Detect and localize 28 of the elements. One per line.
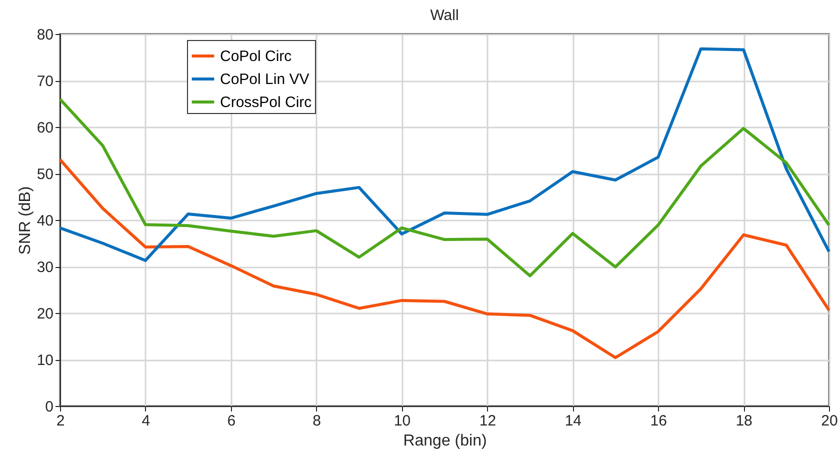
line-series <box>58 98 830 278</box>
y-tick-label: 70 <box>36 73 54 90</box>
x-axis-title: Range (bin) <box>403 432 487 450</box>
x-tick-label: 18 <box>736 412 752 430</box>
line-series <box>58 158 830 360</box>
y-tick-label: 20 <box>36 306 54 322</box>
y-tick-label: 60 <box>36 120 54 136</box>
y-tick-label: 80 <box>36 26 54 44</box>
x-tick-label: 14 <box>564 412 582 430</box>
y-tick-label: 50 <box>36 166 54 183</box>
x-tick-label: 16 <box>650 412 667 430</box>
y-tick-label: 10 <box>36 352 54 369</box>
line-series <box>58 47 830 262</box>
legend-label: CrossPol Circ <box>220 94 312 111</box>
y-tick-label: 40 <box>36 212 54 230</box>
legend-label: CoPol Lin VV <box>220 71 310 88</box>
y-tick-label: 30 <box>36 259 54 276</box>
x-tick-label: 8 <box>312 412 322 430</box>
y-axis-title: SNR (dB) <box>16 186 34 255</box>
legend-label: CoPol Circ <box>220 48 292 65</box>
x-tick-label: 20 <box>821 412 838 430</box>
chart-title: Wall <box>430 7 459 24</box>
x-tick-label: 6 <box>227 412 236 430</box>
y-tick-label: 0 <box>45 398 54 416</box>
x-tick-label: 12 <box>479 412 496 430</box>
x-tick-label: 2 <box>56 412 65 430</box>
x-tick-label: 10 <box>394 412 411 430</box>
x-tick-label: 4 <box>142 412 150 430</box>
